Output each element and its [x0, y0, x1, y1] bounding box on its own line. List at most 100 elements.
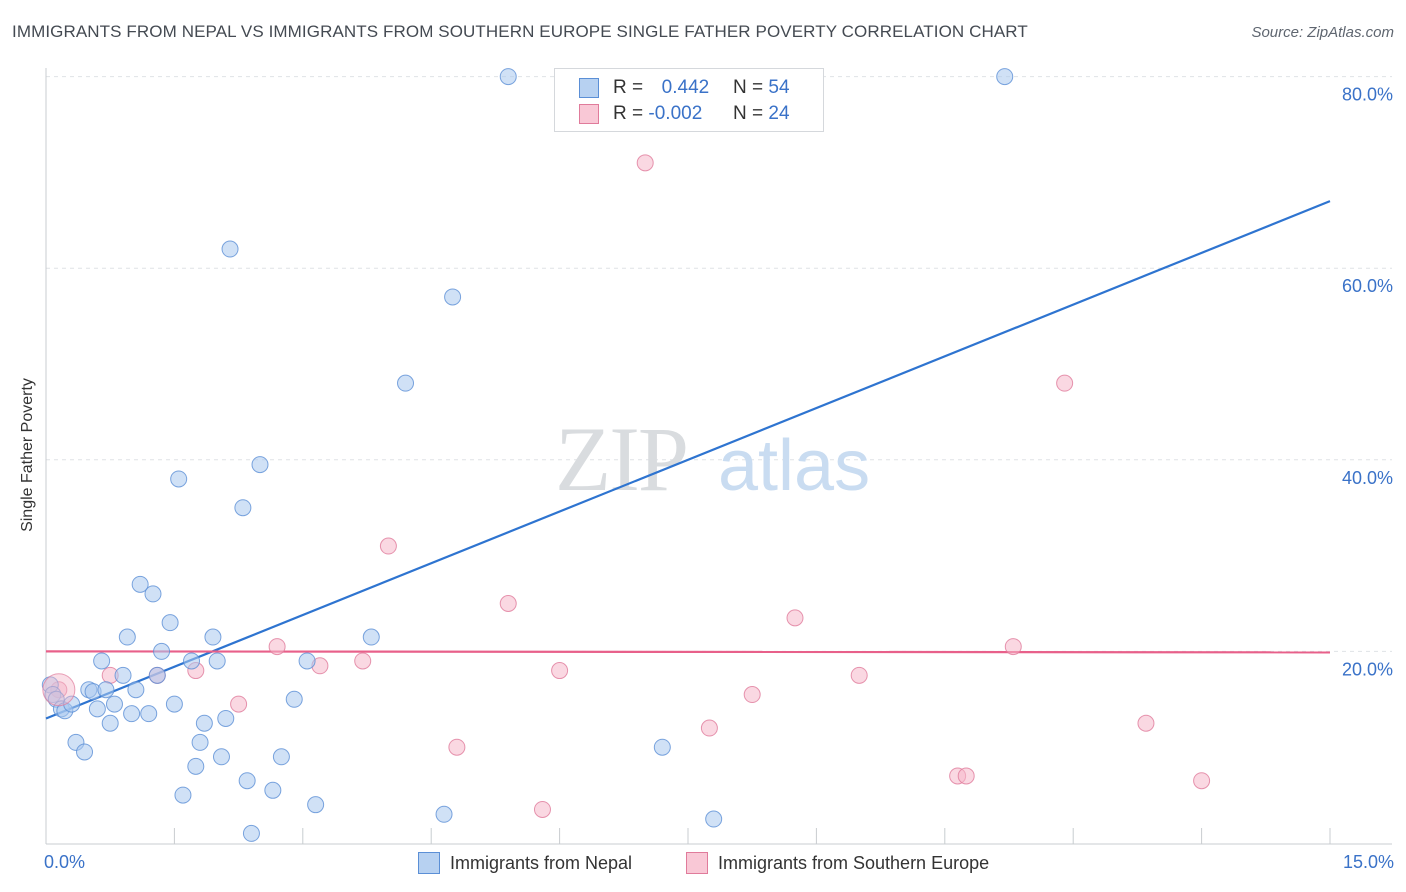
nepal-point [272, 748, 290, 766]
nepal-point [144, 585, 162, 603]
y-tick-label: 20.0% [1342, 659, 1393, 679]
nepal-point [165, 695, 183, 713]
southern-europe-swatch [579, 104, 599, 124]
southern-europe-point [1193, 772, 1211, 790]
r-value: -0.002 [648, 103, 703, 124]
nepal-point [153, 642, 171, 660]
nepal-point [705, 810, 723, 828]
nepal-point [499, 68, 517, 86]
southern-europe-point [268, 638, 286, 656]
nepal-point [161, 614, 179, 632]
nepal-point [114, 666, 132, 684]
southern-europe-point [786, 609, 804, 627]
nepal-point [88, 700, 106, 718]
nepal-point [212, 748, 230, 766]
chart-title: IMMIGRANTS FROM NEPAL VS IMMIGRANTS FROM… [12, 22, 1028, 41]
nepal-point [996, 68, 1014, 86]
nepal-point [653, 738, 671, 756]
nepal-point [208, 652, 226, 670]
legend-item-southern-europe[interactable]: Immigrants from Southern Europe [686, 852, 989, 874]
nepal-point [187, 757, 205, 775]
southern-europe-point [743, 686, 761, 704]
nepal-point [97, 681, 115, 699]
nepal-point [397, 374, 415, 392]
nepal-point [148, 666, 166, 684]
nepal-point [191, 733, 209, 751]
nepal-point [234, 499, 252, 517]
southern-europe-point [448, 738, 466, 756]
legend-label-nepal: Immigrants from Nepal [450, 852, 633, 873]
southern-europe-point-large [42, 673, 76, 707]
southern-europe-point [700, 719, 718, 737]
nepal-swatch [579, 78, 599, 98]
nepal-point [362, 628, 380, 646]
nepal-point [242, 824, 260, 842]
nepal-point [140, 705, 158, 723]
r-value: 0.442 [661, 77, 710, 98]
r-label: R = [613, 103, 644, 124]
nepal-point [238, 772, 256, 790]
nepal-point [264, 781, 282, 799]
nepal-point [101, 714, 119, 732]
watermark-atlas: atlas [718, 426, 870, 506]
nepal-point [307, 796, 325, 814]
y-tick-labels: 20.0% 40.0% 60.0% 80.0% [1342, 85, 1393, 680]
n-label: N = [733, 77, 764, 98]
nepal-point [174, 786, 192, 804]
legend-row-southern-europe: R = -0.002 N = 24 [579, 101, 790, 127]
correlation-legend: R = 0.442 N = 54 R = -0.002 N = 24 [554, 68, 824, 132]
nepal-trend-line [45, 200, 1331, 720]
source-credit: Source: ZipAtlas.com [1251, 24, 1394, 41]
legend-n-nepal: N = 54 [733, 77, 790, 99]
r-label: R = [613, 77, 644, 98]
nepal-legend-swatch [418, 852, 440, 874]
legend-item-nepal[interactable]: Immigrants from Nepal [418, 852, 632, 874]
n-label: N = [733, 103, 764, 124]
nepal-point [131, 575, 149, 593]
nepal-point [195, 714, 213, 732]
legend-n-southern-europe: N = 24 [733, 103, 790, 125]
southern-europe-point [1004, 638, 1022, 656]
gridlines [46, 76, 1392, 652]
y-tick-label: 80.0% [1342, 85, 1393, 105]
n-value: 24 [768, 103, 790, 124]
nepal-point [183, 652, 201, 670]
southern-europe-point [636, 154, 654, 172]
southern-europe-point [230, 695, 248, 713]
nepal-point [123, 705, 141, 723]
southern-europe-point [533, 800, 551, 818]
nepal-point [217, 709, 235, 727]
legend-r-southern-europe: R = -0.002 [613, 103, 733, 125]
legend-label-southern-europe: Immigrants from Southern Europe [718, 852, 990, 873]
nepal-point [298, 652, 316, 670]
southern-europe-trend-line [45, 650, 1331, 654]
trend-lines [45, 200, 1331, 720]
nepal-point [93, 652, 111, 670]
southern-europe-point [354, 652, 372, 670]
southern-europe-point [379, 537, 397, 555]
nepal-point [435, 805, 453, 823]
x-tick-label-min: 0.0% [44, 852, 86, 872]
southern-europe-point [850, 666, 868, 684]
y-tick-label: 60.0% [1342, 276, 1393, 296]
watermark: ZIP atlas [555, 408, 870, 510]
nepal-point [285, 690, 303, 708]
x-tick-label-max: 15.0% [1342, 852, 1394, 872]
nepal-point [63, 695, 81, 713]
watermark-zip: ZIP [555, 408, 687, 510]
southern-europe-point [551, 662, 569, 680]
data-points [41, 68, 1211, 842]
nepal-point [444, 288, 462, 306]
southern-europe-point [957, 767, 975, 785]
nepal-point [221, 240, 239, 258]
legend-row-nepal: R = 0.442 N = 54 [579, 75, 790, 101]
nepal-point [118, 628, 136, 646]
nepal-point [76, 743, 94, 761]
y-tick-label: 40.0% [1342, 468, 1393, 488]
axes [45, 68, 1392, 845]
southern-europe-legend-swatch [686, 852, 708, 874]
legend-r-nepal: R = 0.442 [613, 77, 733, 99]
southern-europe-point [1056, 374, 1074, 392]
nepal-point [105, 695, 123, 713]
